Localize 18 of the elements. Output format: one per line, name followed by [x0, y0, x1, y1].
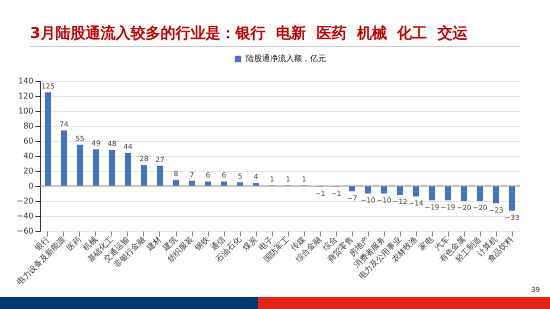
y-tick-label: 20: [23, 166, 34, 176]
x-tick-label: 家电: [417, 234, 435, 253]
y-tick-label: 120: [18, 92, 34, 100]
y-tick-label: 60: [23, 136, 34, 146]
y-tick-label: −20: [16, 196, 34, 206]
y-tick-label: 100: [18, 106, 34, 116]
y-tick-label: 140: [18, 76, 34, 86]
legend-label: 陆股通净流入额，亿元: [246, 54, 326, 63]
chart-title: 3月陆股通流入较多的行业是：银行 电新 医药 机械 化工 交运: [30, 24, 468, 43]
y-tick-label: 80: [23, 122, 34, 130]
x-tick-label: 医药: [65, 234, 83, 253]
y-tick-label: −40: [16, 212, 34, 220]
y-tick-label: −60: [16, 226, 34, 236]
x-tick-label: 钢铁: [192, 234, 211, 254]
x-tick-label: 建材: [144, 234, 163, 254]
y-tick-label: 0: [28, 182, 34, 190]
y-tick-label: 40: [23, 152, 34, 160]
x-tick-label: 煤炭: [241, 234, 259, 253]
